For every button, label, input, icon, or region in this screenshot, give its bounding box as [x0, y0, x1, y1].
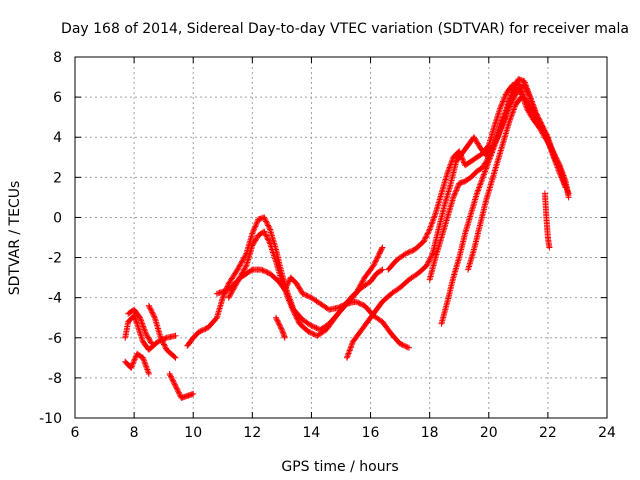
y-tick-label: -4 [48, 291, 62, 307]
series-track-i [273, 314, 288, 341]
series-markers [273, 314, 288, 341]
series-markers [213, 266, 412, 351]
series-track-b [122, 312, 179, 353]
series-markers [438, 82, 572, 327]
series-track-k [385, 80, 569, 273]
x-tick-label: 6 [71, 425, 80, 441]
x-tick-label: 24 [598, 425, 616, 441]
y-tick-label: 4 [53, 130, 62, 146]
data-points [122, 76, 572, 401]
y-tick-label: -2 [48, 251, 62, 267]
series-markers [385, 80, 569, 273]
y-tick-label: 0 [53, 210, 62, 226]
y-tick-label: 8 [53, 50, 62, 66]
y-tick-label: -10 [39, 411, 62, 427]
x-tick-label: 10 [184, 425, 202, 441]
series-markers [465, 94, 525, 273]
x-tick-label: 14 [303, 425, 321, 441]
plot-frame [74, 56, 608, 419]
series-markers [145, 302, 179, 361]
series-markers [122, 350, 152, 377]
series-track-h [213, 266, 412, 351]
y-tick-label: -8 [48, 371, 62, 387]
y-axis-label: SDTVAR / TECUs [7, 181, 23, 296]
grid [75, 57, 607, 418]
y-tick-label: 2 [53, 170, 62, 186]
chart-title: Day 168 of 2014, Sidereal Day-to-day VTE… [61, 21, 629, 37]
x-tick-label: 18 [421, 425, 439, 441]
y-tick-label: 6 [53, 90, 62, 106]
series-markers [125, 306, 155, 347]
x-tick-label: 20 [480, 425, 498, 441]
x-tick-label: 22 [539, 425, 557, 441]
series-markers [541, 190, 553, 251]
series-track-o [541, 190, 553, 251]
x-tick-label: 16 [362, 425, 380, 441]
x-tick-label: 8 [130, 425, 139, 441]
y-tick-label: -6 [48, 331, 62, 347]
series-track-c [125, 306, 155, 347]
x-tick-label: 12 [243, 425, 261, 441]
series-markers [122, 312, 179, 353]
series-track-m [438, 82, 572, 327]
x-axis-label: GPS time / hours [281, 459, 398, 475]
series-markers [166, 370, 197, 401]
series-track-e [166, 370, 197, 401]
series-track-d [145, 302, 179, 361]
series-track-a [122, 350, 152, 377]
series-track-n [465, 94, 525, 273]
